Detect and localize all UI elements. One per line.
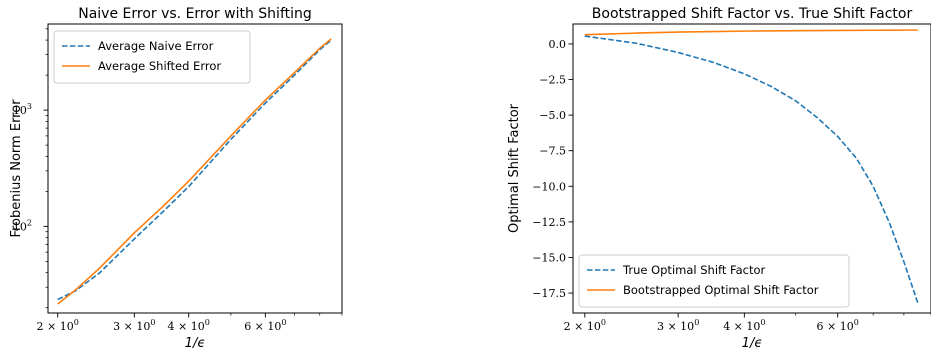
series-line-2 [584,29,918,36]
x-tick-label: 3 × 100 [113,318,155,333]
y-tick-label-base: 10 [13,104,27,117]
y-tick-label-base: 10 [13,220,27,233]
x-tick-label-base: 2 × 10 [37,320,74,333]
y-tick-label: 0.0 [549,38,567,51]
y-tick-label: −12.5 [532,216,566,229]
x-tick-label-base: 3 × 10 [113,320,150,333]
x-tick-label-base: 6 × 10 [244,320,281,333]
series-line-2 [57,38,332,305]
x-tick-label: 6 × 100 [817,318,859,333]
legend-label-2: Average Shifted Error [98,59,221,73]
legend-box [578,254,850,308]
y-tick-label: −10.0 [532,180,566,193]
chart-title: Naive Error vs. Error with Shifting [78,6,312,22]
x-axis-label: 1/ϵ [742,336,763,351]
y-tick-label: −5.0 [539,109,566,122]
y-tick-label: −7.5 [539,145,566,158]
series-group [57,38,332,305]
y-tick-label-exp: 3 [27,102,32,111]
x-tick-label-base: 4 × 10 [168,320,205,333]
y-tick-label: −15.0 [532,251,566,264]
legend-label-2: Bootstrapped Optimal Shift Factor [623,283,819,297]
chart-title: Bootstrapped Shift Factor vs. True Shift… [592,6,913,22]
x-tick-label-exp: 0 [601,318,606,327]
axes-frame [47,23,343,314]
x-tick-label: 4 × 100 [723,318,765,333]
x-tick-label: 6 × 100 [244,318,286,333]
x-tick-label-exp: 0 [281,318,286,327]
chart-1: 2 × 100 3 × 100 4 × 100 6 × 100102103Naive … [9,6,343,351]
y-tick-label: 102 [13,218,32,233]
x-tick-label-exp: 0 [150,318,155,327]
x-axis-label: 1/ϵ [185,336,206,351]
legend-label-1: Average Naive Error [98,39,214,53]
x-tick-label-base: 2 × 10 [564,320,601,333]
x-tick-label-base: 3 × 10 [657,320,694,333]
y-tick-label: −2.5 [539,74,566,87]
series-line-1 [57,39,332,301]
x-tick-label-exp: 0 [760,318,765,327]
legend-label-1: True Optimal Shift Factor [622,263,766,277]
chart-2: 2 × 100 3 × 100 4 × 100 6 × 1000.0−2.5−5.0−… [507,6,931,351]
x-tick-label-base: 6 × 10 [817,320,854,333]
axes-frame [572,23,931,314]
y-axis-label: Frobenius Norm Error [9,99,24,238]
x-tick-label-base: 4 × 10 [723,320,760,333]
legend: True Optimal Shift Factor Bootstrapped Op… [578,254,850,308]
x-tick-label-exp: 0 [205,318,210,327]
x-tick-label-exp: 0 [854,318,859,327]
x-tick-label: 2 × 100 [564,318,606,333]
x-tick-label: 3 × 100 [657,318,699,333]
y-tick-label: 103 [13,102,32,117]
y-tick-label-exp: 2 [27,218,32,227]
x-tick-label-exp: 0 [74,318,79,327]
x-tick-label: 2 × 100 [37,318,79,333]
legend-box [53,30,251,84]
x-tick-label: 4 × 100 [168,318,210,333]
y-tick-label: −17.5 [532,287,566,300]
legend: Average Naive Error Average Shifted Error [53,30,251,84]
y-axis-label: Optimal Shift Factor [507,103,522,233]
x-tick-label-exp: 0 [694,318,699,327]
series-line-1 [584,35,919,304]
series-group [584,29,919,304]
